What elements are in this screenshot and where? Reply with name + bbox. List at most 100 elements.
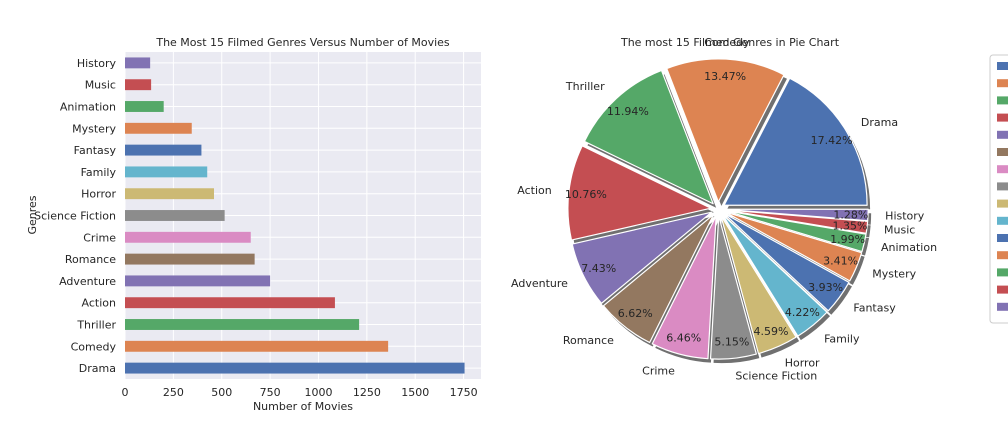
bar-y-tick-label: Science Fiction xyxy=(34,210,116,223)
pie-slice-thriller xyxy=(583,69,714,205)
bar-y-tick-label: Comedy xyxy=(71,340,117,353)
pie-percent-label: 17.42% xyxy=(811,134,853,147)
bar-bars xyxy=(125,57,465,374)
bar-science-fiction xyxy=(125,210,225,221)
pie-slice-science-fiction xyxy=(709,215,757,360)
bar-y-tick-labels: Drama Comedy Thriller Action Adventure Romanc… xyxy=(34,57,116,375)
pie-percent-label: 7.43% xyxy=(581,262,616,275)
bar-x-tick-label: 500 xyxy=(211,386,232,399)
bar-fantasy xyxy=(125,144,202,156)
bar-y-tick-label: Adventure xyxy=(59,275,116,288)
bar-x-axis-label: Number of Movies xyxy=(253,400,353,413)
pie-slice-romance xyxy=(602,213,715,344)
legend-swatch-fantasy xyxy=(997,234,1008,242)
pie-slice-mystery xyxy=(723,211,863,282)
bar-horror xyxy=(125,188,214,200)
pie-percent-label: 4.22% xyxy=(785,306,820,319)
bar-crime xyxy=(125,231,251,243)
pie-labels: Drama Comedy Thriller Action Adventure Romanc… xyxy=(511,36,937,382)
bar-y-tick-label: History xyxy=(77,57,117,70)
bar-x-tick-label: 1500 xyxy=(401,386,429,399)
bar-history xyxy=(125,57,151,69)
bar-y-axis-label: Genres xyxy=(26,195,39,234)
legend-swatch-drama xyxy=(997,62,1008,70)
pie-label-adventure: Adventure xyxy=(511,277,568,290)
pie-percent-labels: 17.42% 13.47% 11.94% 10.76% 7.43% 6.62% 6.46% 5… xyxy=(565,70,868,348)
pie-label-crime: Crime xyxy=(642,365,675,378)
bar-romance xyxy=(125,253,255,265)
pie-percent-label: 3.93% xyxy=(808,281,843,294)
pie-label-thriller: Thriller xyxy=(565,80,605,93)
pie-percent-label: 6.46% xyxy=(666,332,701,345)
bar-family xyxy=(125,166,208,178)
bar-x-tick-label: 1750 xyxy=(450,386,478,399)
bar-action xyxy=(125,297,335,309)
bar-y-tick-label: Action xyxy=(82,297,116,310)
pie-percent-label: 1.35% xyxy=(833,219,868,232)
pie-label-animation: Animation xyxy=(881,241,937,254)
pie-label-fantasy: Fantasy xyxy=(853,301,896,314)
pie-label-romance: Romance xyxy=(563,334,614,347)
pie-slice-drama xyxy=(723,77,868,206)
bar-adventure xyxy=(125,275,271,287)
legend-swatch-romance xyxy=(997,148,1008,156)
bar-y-tick-label: Music xyxy=(85,79,116,92)
pie-percent-label: 6.62% xyxy=(618,307,653,320)
bar-comedy xyxy=(125,340,389,352)
pie-label-drama: Drama xyxy=(861,116,898,129)
pie-slices xyxy=(567,58,869,360)
pie-percent-label: 10.76% xyxy=(565,188,607,201)
pie-percent-label: 4.59% xyxy=(754,325,789,338)
pie-label-science-fiction: Science Fiction xyxy=(735,369,817,382)
pie-percent-label: 3.41% xyxy=(823,254,858,267)
legend-swatch-thriller xyxy=(997,96,1008,105)
pie-label-mystery: Mystery xyxy=(872,268,916,281)
bar-y-tick-label: Romance xyxy=(65,253,116,266)
bar-x-tick-label: 750 xyxy=(260,386,281,399)
pie-slice-family xyxy=(721,213,828,337)
legend-swatches xyxy=(997,62,1008,311)
bar-y-tick-label: Thriller xyxy=(76,319,116,332)
pie-label-history: History xyxy=(885,210,925,223)
legend-swatch-music xyxy=(997,285,1008,294)
bar-x-tick-label: 1250 xyxy=(353,386,381,399)
pie-chart-title: The most 15 Filmed Genres in Pie Chart xyxy=(620,36,840,49)
legend-swatch-science-fiction xyxy=(997,182,1008,191)
bar-y-tick-label: Fantasy xyxy=(74,144,117,157)
bar-chart: Drama Comedy Thriller Action Adventure Romanc… xyxy=(26,36,481,413)
legend-swatch-mystery xyxy=(997,251,1008,260)
bar-y-tick-label: Mystery xyxy=(72,122,116,135)
pie-label-horror: Horror xyxy=(785,356,820,369)
pie-percent-label: 13.47% xyxy=(704,70,746,83)
legend-swatch-history xyxy=(997,302,1008,311)
bar-mystery xyxy=(125,122,192,134)
pie-slice-action xyxy=(567,145,712,241)
legend-swatch-action xyxy=(997,113,1008,122)
bar-x-tick-label: 1000 xyxy=(304,386,332,399)
pie-label-comedy: Comedy xyxy=(704,36,750,49)
pie-label-music: Music xyxy=(884,223,915,236)
bar-x-tick-labels: 0 250 500 750 1000 1250 1500 1750 xyxy=(122,386,478,399)
legend-swatch-animation xyxy=(997,268,1008,277)
bar-y-tick-label: Drama xyxy=(79,362,116,375)
bar-x-tick-label: 250 xyxy=(163,386,184,399)
bar-animation xyxy=(125,101,164,112)
bar-drama xyxy=(125,362,465,374)
pie-label-family: Family xyxy=(824,332,860,345)
pie-chart: The most 15 Filmed Genres in Pie Chart D… xyxy=(511,36,937,382)
legend-swatch-adventure xyxy=(997,130,1008,139)
bar-thriller xyxy=(125,319,360,330)
legend-swatch-horror xyxy=(997,199,1008,208)
pie-label-action: Action xyxy=(517,184,551,197)
pie-slice-horror xyxy=(720,214,797,355)
pie-slice-crime xyxy=(651,215,717,360)
pie-percent-label: 1.28% xyxy=(833,208,868,221)
bar-y-tick-label: Family xyxy=(81,166,117,179)
pie-percent-label: 5.15% xyxy=(714,335,749,348)
legend-swatch-crime xyxy=(997,165,1008,174)
bar-music xyxy=(125,79,152,91)
pie-slice-adventure xyxy=(571,211,713,304)
pie-percent-label: 11.94% xyxy=(607,105,649,118)
pie-slice-animation xyxy=(724,210,867,253)
